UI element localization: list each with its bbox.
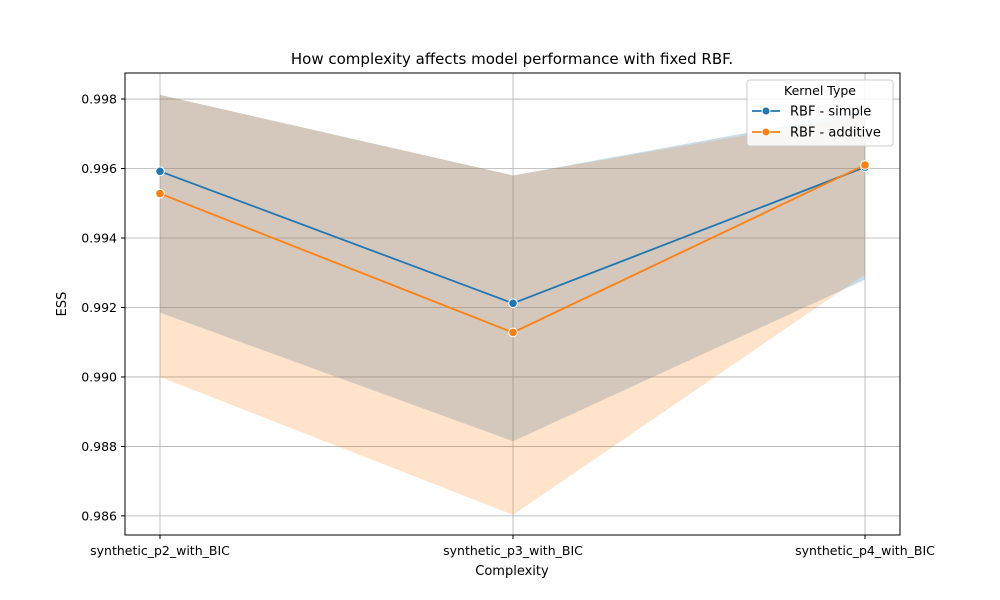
confidence-band-1 (160, 94, 865, 442)
y-axis-ticks: 0.986 0.988 0.990 0.992 0.994 0.996 0.998 (81, 92, 125, 523)
data-point (860, 160, 870, 170)
x-tick-label: synthetic_p2_with_BIC (90, 543, 230, 558)
y-tick-label: 0.988 (81, 439, 117, 454)
data-point (508, 327, 518, 338)
y-tick-label: 0.992 (81, 300, 117, 315)
legend: Kernel Type RBF - simple RBF - additive (746, 79, 894, 147)
legend-marker (761, 127, 771, 137)
series-markers (155, 160, 870, 338)
data-point (155, 166, 165, 177)
legend-label: RBF - additive (790, 126, 881, 141)
y-axis-label: ESS (55, 292, 70, 317)
y-tick-label: 0.986 (81, 508, 117, 523)
y-tick-label: 0.996 (81, 161, 117, 176)
legend-label: RBF - simple (790, 105, 871, 120)
x-axis-label: Complexity (475, 564, 549, 579)
x-tick-label: synthetic_p4_with_BIC (795, 543, 935, 558)
data-point (508, 298, 518, 309)
legend-title: Kernel Type (784, 83, 856, 98)
data-point (155, 188, 165, 199)
x-tick-label: synthetic_p3_with_BIC (443, 543, 583, 558)
legend-items: RBF - simple RBF - additive (752, 105, 881, 141)
x-axis-ticks: synthetic_p2_with_BIC synthetic_p3_with_B… (90, 535, 935, 558)
y-tick-label: 0.990 (81, 369, 117, 384)
y-tick-label: 0.998 (81, 92, 117, 107)
chart-title: How complexity affects model performance… (291, 50, 733, 68)
legend-box (746, 79, 894, 147)
legend-marker (761, 106, 771, 116)
y-tick-label: 0.994 (81, 231, 117, 246)
